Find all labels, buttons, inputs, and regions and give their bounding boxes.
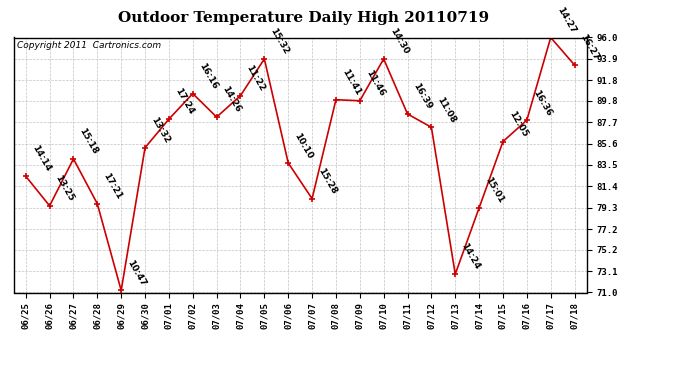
Text: 10:10: 10:10 xyxy=(293,131,315,160)
Text: 17:24: 17:24 xyxy=(173,87,195,116)
Text: 16:36: 16:36 xyxy=(531,88,553,117)
Text: 15:28: 15:28 xyxy=(316,166,338,196)
Text: 16:16: 16:16 xyxy=(197,62,219,91)
Text: 15:18: 15:18 xyxy=(77,127,100,156)
Text: 16:39: 16:39 xyxy=(412,82,434,111)
Text: 16:27: 16:27 xyxy=(579,33,601,62)
Text: 11:08: 11:08 xyxy=(435,95,457,124)
Text: 12:05: 12:05 xyxy=(507,110,529,139)
Text: 13:25: 13:25 xyxy=(54,174,76,203)
Text: 15:01: 15:01 xyxy=(483,176,505,205)
Text: Outdoor Temperature Daily High 20110719: Outdoor Temperature Daily High 20110719 xyxy=(118,11,489,25)
Text: 13:32: 13:32 xyxy=(149,116,171,145)
Text: 10:47: 10:47 xyxy=(126,258,148,288)
Text: 15:32: 15:32 xyxy=(268,27,290,56)
Text: 17:21: 17:21 xyxy=(101,172,124,201)
Text: 14:30: 14:30 xyxy=(388,27,410,56)
Text: Copyright 2011  Cartronics.com: Copyright 2011 Cartronics.com xyxy=(17,41,161,50)
Text: 11:41: 11:41 xyxy=(340,68,362,97)
Text: 14:27: 14:27 xyxy=(555,5,577,35)
Text: 11:46: 11:46 xyxy=(364,69,386,98)
Text: 11:22: 11:22 xyxy=(245,64,267,93)
Text: 14:14: 14:14 xyxy=(30,144,52,174)
Text: 14:24: 14:24 xyxy=(460,242,482,272)
Text: 14:26: 14:26 xyxy=(221,85,243,114)
